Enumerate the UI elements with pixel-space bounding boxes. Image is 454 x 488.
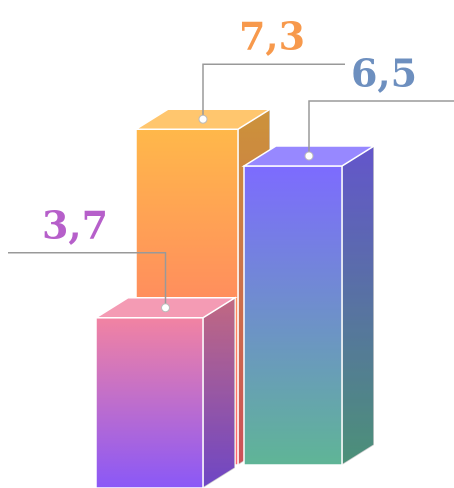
leader-dot bbox=[161, 303, 170, 313]
leader-line bbox=[8, 252, 167, 308]
bar-side-shade bbox=[342, 146, 374, 465]
bar bbox=[241, 144, 377, 467]
value-label: 3,7 bbox=[42, 202, 108, 247]
leader-dot bbox=[304, 151, 314, 161]
leader-dot bbox=[198, 114, 208, 124]
bar bbox=[93, 296, 238, 488]
value-label: 6,5 bbox=[351, 51, 417, 96]
bar-front bbox=[95, 317, 204, 488]
bar-front bbox=[243, 165, 343, 466]
bar-side-shade bbox=[203, 297, 235, 488]
leader-line bbox=[202, 63, 345, 120]
leader-line bbox=[308, 100, 454, 156]
value-label: 7,3 bbox=[239, 14, 305, 59]
